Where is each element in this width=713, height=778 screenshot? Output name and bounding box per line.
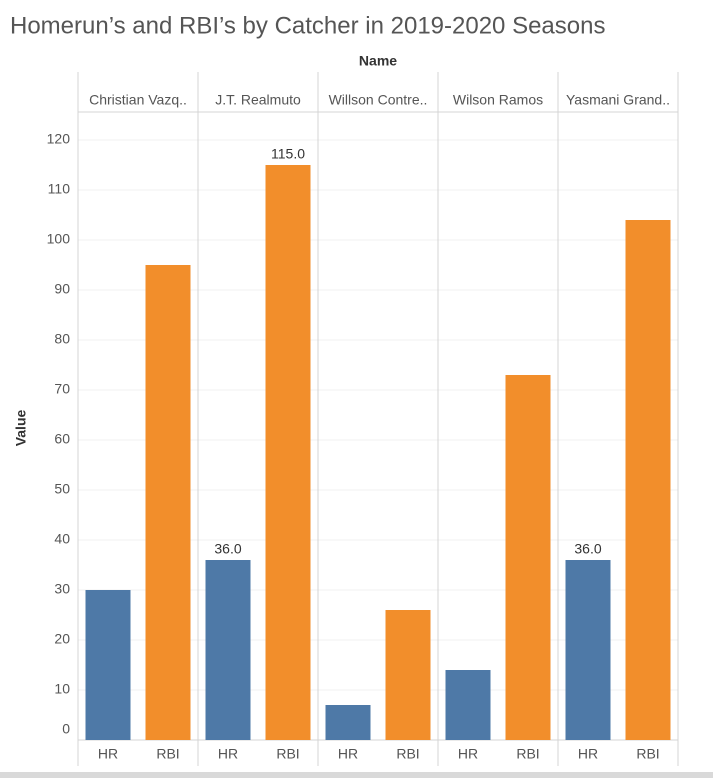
bar	[325, 705, 371, 740]
data-label: 36.0	[574, 541, 601, 557]
bar	[265, 165, 311, 740]
panel-label: Willson Contre..	[329, 92, 428, 108]
bar	[145, 265, 191, 740]
y-tick-label: 90	[54, 281, 70, 297]
data-label: 36.0	[214, 541, 241, 557]
y-tick-label: 10	[54, 681, 70, 697]
x-tick-label: RBI	[636, 746, 659, 762]
panel-label: Wilson Ramos	[453, 92, 543, 108]
x-tick-label: RBI	[396, 746, 419, 762]
bar	[505, 375, 551, 740]
x-tick-label: RBI	[516, 746, 539, 762]
y-tick-label: 80	[54, 331, 70, 347]
y-tick-label: 50	[54, 481, 70, 497]
chart-title: Homerun’s and RBI’s by Catcher in 2019-2…	[10, 12, 605, 39]
x-tick-label: HR	[338, 746, 358, 762]
footer-bar	[0, 772, 713, 778]
x-tick-label: RBI	[276, 746, 299, 762]
bar	[445, 670, 491, 740]
panel-label: Christian Vazq..	[89, 92, 187, 108]
y-tick-label: 0	[62, 721, 70, 737]
y-tick-label: 110	[48, 181, 71, 197]
bar	[205, 560, 251, 740]
y-tick-label: 120	[47, 131, 71, 147]
bar	[385, 610, 431, 740]
y-tick-label: 70	[54, 381, 70, 397]
y-tick-label: 100	[47, 231, 71, 247]
x-tick-label: HR	[218, 746, 238, 762]
x-tick-label: RBI	[156, 746, 179, 762]
bar	[565, 560, 611, 740]
column-header: Name	[359, 53, 397, 69]
y-tick-label: 60	[54, 431, 70, 447]
x-tick-label: HR	[98, 746, 118, 762]
y-axis-label: Value	[13, 410, 29, 447]
y-tick-label: 30	[54, 581, 70, 597]
panel-label: J.T. Realmuto	[215, 92, 301, 108]
bar	[625, 220, 671, 740]
x-tick-label: HR	[578, 746, 598, 762]
x-tick-label: HR	[458, 746, 478, 762]
bar	[85, 590, 131, 740]
panel-label: Yasmani Grand..	[566, 92, 670, 108]
y-tick-label: 40	[54, 531, 70, 547]
data-label: 115.0	[271, 146, 305, 162]
y-tick-label: 20	[54, 631, 70, 647]
